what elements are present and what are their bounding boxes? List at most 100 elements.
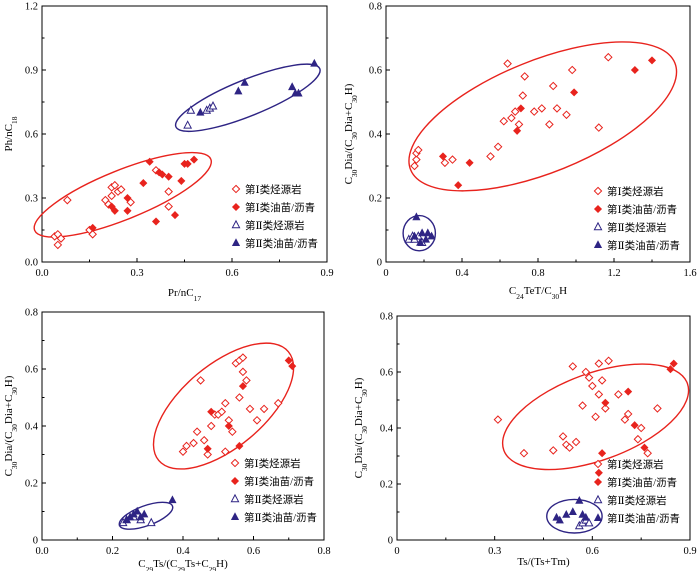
legend-marker [593, 477, 603, 487]
diamond-point [123, 206, 132, 215]
legend-label: 第Ⅰ类烃源岩 [607, 185, 664, 198]
diamond-point [151, 165, 161, 175]
x-tick-label: 0 [394, 546, 399, 557]
triangle-point [416, 238, 425, 246]
legend-marker [593, 513, 603, 521]
diamond-point [603, 52, 613, 62]
legend-label: 第Ⅱ类烃源岩 [244, 493, 304, 506]
diamond-point [206, 421, 216, 431]
legend-marker [230, 476, 240, 486]
y-tick-label: 0.6 [380, 368, 393, 379]
diamond-point [507, 113, 516, 123]
triangle-point [562, 510, 571, 518]
x-tick-label: 0.2 [106, 546, 119, 557]
legend-label: 第Ⅰ类油苗/沥青 [607, 476, 677, 489]
series-2 [203, 356, 297, 453]
y-tick-label: 0.6 [369, 66, 382, 77]
diamond-point [604, 356, 613, 366]
diamond-point [454, 181, 463, 190]
diamond-point [493, 415, 503, 424]
legend-marker [593, 204, 603, 214]
triangle-point [310, 58, 319, 67]
diamond-point [412, 155, 421, 164]
diamond-point [510, 107, 520, 116]
diamond-point [601, 398, 610, 407]
cluster-ellipse-type2 [174, 63, 321, 133]
triangle-point [196, 107, 205, 116]
triangle-point [240, 78, 249, 86]
triangle-point [168, 495, 177, 504]
diamond-point [116, 185, 126, 194]
diamond-point [624, 387, 633, 396]
series-1 [410, 52, 613, 171]
triangle-point [133, 506, 142, 515]
diamond-point [123, 193, 132, 203]
diamond-point [562, 110, 571, 120]
x-tick-label: 0.6 [225, 268, 238, 279]
diamond-point [558, 432, 568, 441]
triangle-point [186, 105, 196, 114]
diamond-point [139, 179, 148, 188]
y-tick-label: 0.8 [25, 308, 38, 319]
triangle-point [294, 88, 303, 97]
legend-label: 第Ⅱ类油苗/沥青 [245, 237, 318, 250]
diamond-point [245, 404, 255, 414]
diamond-point [584, 373, 594, 382]
diamond-point [493, 142, 503, 152]
diamond-point [537, 104, 547, 113]
diamond-point [224, 421, 233, 431]
diamond-point [107, 191, 116, 201]
diamond-point [220, 398, 230, 408]
triangle-point [584, 517, 594, 527]
diamond-point [203, 444, 212, 453]
x-tick-label: 0.6 [586, 546, 599, 557]
diamond-point [56, 234, 66, 243]
diamond-point [164, 172, 173, 181]
diamond-point [438, 152, 448, 161]
legend-marker [231, 219, 241, 229]
legend-label: 第Ⅱ类烃源岩 [245, 219, 305, 232]
diamond-point [516, 104, 525, 113]
x-axis-label: C24TeT/C30H [509, 285, 567, 301]
diamond-point [158, 170, 167, 179]
x-tick-label: 0.4 [455, 268, 469, 279]
diamond-point [594, 359, 604, 368]
x-axis-label: C29Ts/(C29Ts+C29H) [138, 558, 228, 571]
triangle-point [568, 507, 577, 515]
legend-marker [231, 184, 241, 194]
diamond-point [601, 404, 610, 413]
x-tick-label: 0.3 [488, 546, 501, 557]
y-tick-label: 0.2 [25, 479, 38, 490]
legend-label: 第Ⅰ类油苗/沥青 [607, 203, 677, 216]
x-axis-label: Pr/nC17 [168, 287, 201, 303]
diamond-point [519, 448, 529, 458]
series-3 [183, 101, 218, 129]
x-tick-label: 1.2 [607, 268, 620, 279]
y-axis-label: C30Dia/(C30Dia+C30H) [353, 377, 369, 478]
y-axis-label: C30Dia/(C30Dia+C30H) [3, 375, 19, 476]
x-tick-label: 0.9 [683, 546, 696, 557]
x-tick-label: 0.3 [130, 268, 143, 279]
series-2 [594, 359, 678, 477]
legend-marker [593, 240, 603, 248]
y-tick-label: 0.4 [380, 424, 394, 435]
diamond-point [53, 240, 63, 250]
diamond-point [217, 407, 227, 417]
diamond-point [104, 200, 113, 209]
diamond-point [235, 441, 244, 450]
series-1 [178, 353, 283, 459]
triangle-point [581, 512, 590, 521]
triangle-point [140, 509, 149, 518]
diamond-point [238, 353, 248, 362]
legend-label: 第Ⅰ类烃源岩 [244, 457, 301, 470]
x-tick-label: 0.0 [35, 546, 48, 557]
triangle-point [208, 101, 218, 110]
legend-marker [231, 238, 241, 246]
triangle-point [423, 228, 432, 237]
chart-panel-1: 0.0 0.3 0.6 0.9 0.0 0.3 0.6 0.9 1.2 Pr/nC17 Ph/nC1… [3, 2, 334, 303]
legend-marker [593, 494, 603, 504]
diamond-point [499, 116, 509, 126]
diamond-point [578, 401, 587, 410]
